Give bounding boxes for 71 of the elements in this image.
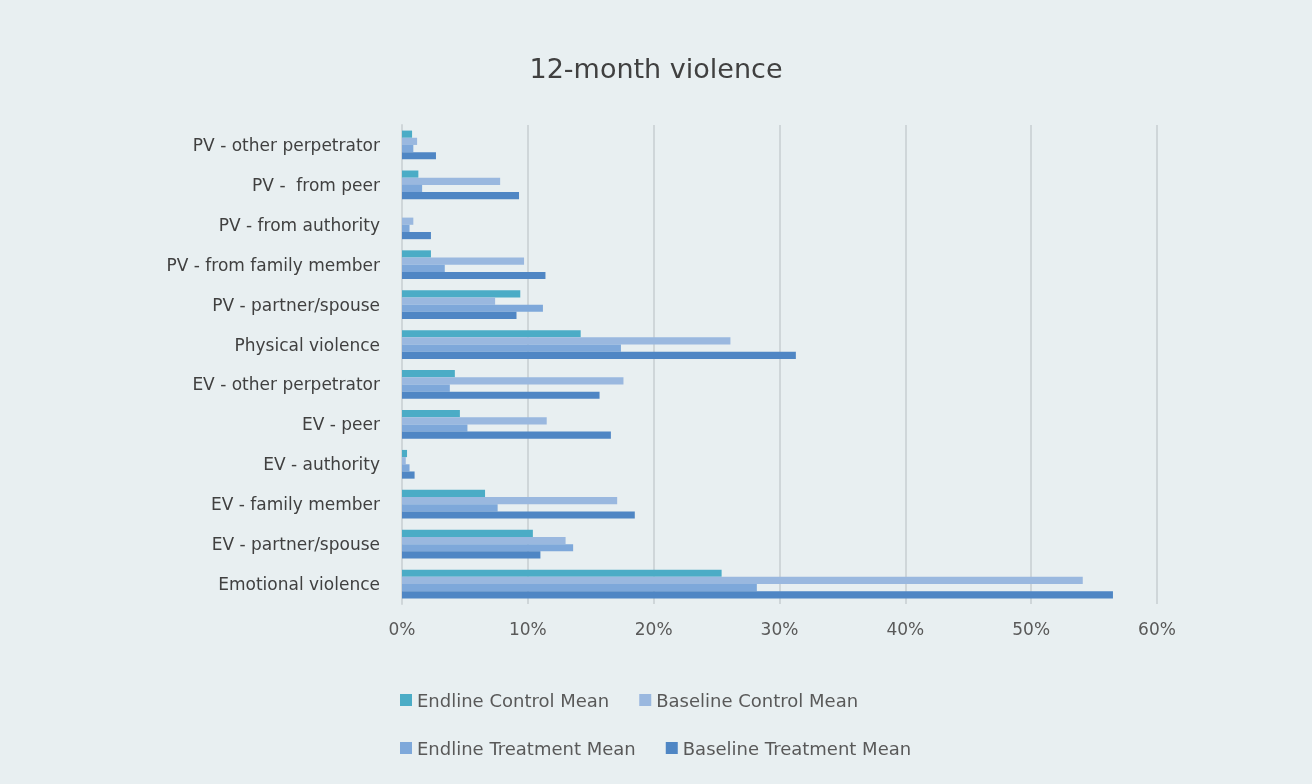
bar [402, 536, 566, 545]
bar [402, 457, 406, 465]
bar [402, 330, 581, 338]
bar [402, 497, 618, 505]
bar [402, 137, 418, 145]
bar [402, 424, 468, 432]
bar [402, 231, 431, 240]
bar [402, 192, 520, 200]
y-tick-label: PV - from peer [252, 174, 381, 195]
y-tick-label: Emotional violence [218, 574, 380, 595]
y-tick-label: PV - partner/spouse [212, 294, 380, 315]
bar [402, 471, 415, 479]
bar [402, 297, 496, 305]
bar [402, 271, 546, 280]
bar [402, 504, 498, 512]
bar [402, 584, 757, 592]
bar [402, 377, 624, 385]
x-tick-label: 10% [508, 618, 547, 639]
x-tick-label: 0% [388, 618, 416, 639]
bar [402, 391, 600, 399]
bar [402, 431, 611, 439]
bar [402, 417, 547, 425]
bar [402, 250, 431, 258]
bar [402, 304, 543, 312]
legend-label: Baseline Control Mean [656, 689, 859, 711]
bar [402, 576, 1083, 585]
bar [402, 569, 722, 577]
bar [402, 351, 796, 359]
bar [402, 449, 408, 458]
y-tick-label: PV - from family member [166, 254, 381, 275]
bar [402, 410, 460, 418]
x-tick-label: 30% [760, 618, 799, 639]
bar [402, 311, 517, 319]
bar [402, 511, 635, 519]
legend-label: Baseline Treatment Mean [682, 737, 912, 759]
y-tick-label: EV - authority [263, 454, 380, 475]
x-tick-label: 50% [1012, 618, 1051, 639]
legend-label: Endline Control Mean [417, 689, 610, 711]
bar [402, 551, 541, 559]
bar [402, 144, 414, 153]
bar [402, 264, 445, 272]
bar [402, 529, 533, 537]
x-tick-label: 60% [1138, 618, 1176, 639]
bar [402, 337, 731, 345]
bar [402, 384, 450, 392]
y-tick-label: EV - peer [301, 414, 381, 435]
y-tick-label: Physical violence [234, 334, 380, 355]
y-tick-label: EV - family member [210, 494, 380, 515]
y-tick-label: PV - other perpetrator [192, 134, 380, 155]
x-tick-label: 40% [886, 618, 925, 639]
bar [402, 344, 621, 352]
bar [402, 152, 436, 160]
x-tick-label: 20% [634, 618, 673, 639]
y-tick-label: EV - other perpetrator [192, 374, 381, 395]
bar [402, 177, 501, 185]
bar [402, 370, 455, 378]
bar [402, 217, 414, 225]
chart-title: 12-month violence [529, 53, 783, 84]
bar [402, 257, 525, 265]
bar [402, 170, 419, 178]
y-tick-label: EV - partner/spouse [211, 534, 380, 555]
y-tick-label: PV - from authority [218, 214, 380, 235]
bar [402, 591, 1113, 599]
legend-label: Endline Treatment Mean [417, 737, 636, 759]
bar [402, 130, 413, 138]
bar [402, 184, 423, 193]
bar [402, 544, 574, 552]
bar [402, 464, 410, 472]
bar [402, 224, 410, 232]
bar [402, 489, 486, 498]
bar [402, 290, 521, 298]
